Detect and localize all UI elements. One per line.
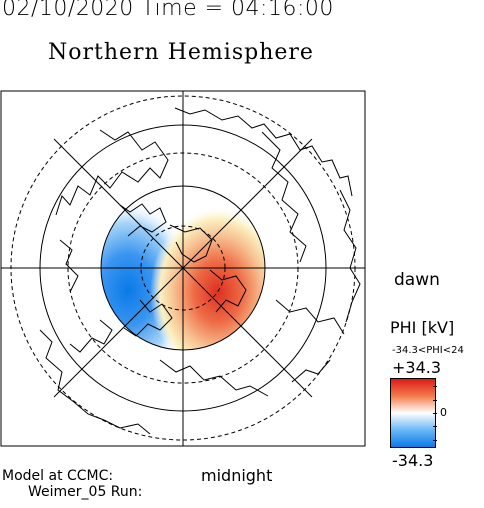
- colorbar-range: -34.3<PHI<24: [392, 345, 464, 356]
- colorbar-min-label: -34.3: [392, 451, 434, 470]
- polar-map: [0, 90, 366, 447]
- hemisphere-title: Northern Hemisphere: [48, 40, 314, 65]
- positive-potential-cell: [150, 206, 265, 350]
- colorbar-tick: [433, 386, 437, 387]
- colorbar-tick: [433, 440, 437, 441]
- model-label: Model at CCMC:: [2, 468, 114, 484]
- coastlines: [39, 107, 361, 435]
- run-label: Weimer_05 Run:: [28, 484, 143, 500]
- colorbar-zero-label: 0: [440, 406, 447, 419]
- meridian-diagonal-2: [53, 138, 313, 398]
- colorbar-tick: [433, 413, 437, 414]
- colorbar-max-label: +34.3: [392, 358, 442, 377]
- colorbar-tick: [433, 400, 437, 401]
- midnight-label: midnight: [201, 466, 273, 485]
- meridian-lines: [1, 91, 365, 446]
- dawn-label: dawn: [394, 270, 440, 290]
- colorbar: [390, 378, 436, 448]
- colorbar-tick: [433, 426, 437, 427]
- colorbar-title: PHI [kV]: [390, 318, 455, 337]
- potential-pattern: [101, 200, 265, 350]
- date-time-label: 02/10/2020 Time = 04:16:00: [2, 0, 334, 21]
